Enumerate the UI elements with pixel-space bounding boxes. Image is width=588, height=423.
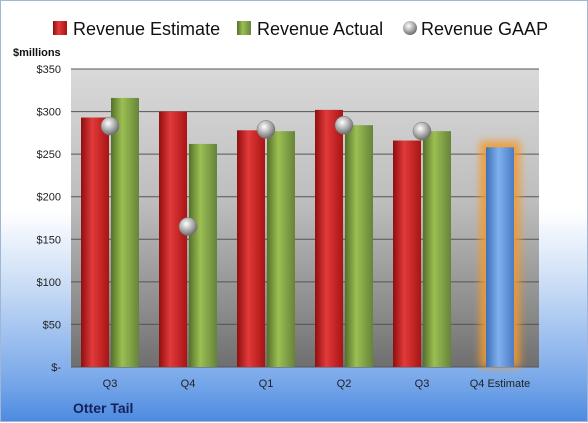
marker-revenue-gaap: [412, 121, 432, 141]
y-tick-label: $-: [51, 362, 61, 374]
marker-revenue-gaap: [178, 217, 198, 236]
bar-revenue-estimate: [159, 111, 187, 367]
bar-revenue-actual: [267, 131, 295, 367]
x-category-label: Q4: [181, 378, 196, 390]
bar-revenue-estimate: [393, 140, 421, 367]
bar-revenue-estimate: [81, 117, 109, 367]
company-name: Otter Tail: [73, 400, 133, 416]
y-tick-label: $150: [37, 234, 61, 246]
legend-label-actual: Revenue Actual: [257, 19, 383, 39]
x-category-label: Q1: [259, 378, 274, 390]
bar-revenue-estimate: [237, 130, 265, 367]
bar-revenue-actual: [111, 97, 139, 367]
y-tick-label: $250: [37, 149, 61, 161]
bar-q4-estimate: [486, 147, 514, 367]
x-category-label: Q2: [337, 378, 352, 390]
bar-revenue-actual: [345, 125, 373, 368]
y-tick-label: $300: [37, 107, 61, 119]
marker-revenue-gaap: [256, 120, 276, 139]
bars: [81, 97, 514, 368]
legend-label-gaap: Revenue GAAP: [421, 19, 548, 39]
x-category-label: Q4 Estimate: [470, 378, 531, 390]
y-tick-label: $200: [37, 192, 61, 204]
y-axis-unit-label: $millions: [13, 47, 61, 59]
gaap-markers: [100, 115, 432, 236]
x-category-label: Q3: [415, 378, 430, 390]
marker-revenue-gaap: [334, 115, 354, 135]
x-axis-categories: Q3 Q4 Q1 Q2 Q3 Q4 Estimate: [103, 378, 531, 390]
legend: Revenue Estimate Revenue Actual Revenue …: [53, 19, 548, 39]
x-category-label: Q3: [103, 378, 118, 390]
y-tick-label: $350: [37, 64, 61, 76]
bar-revenue-actual: [423, 131, 451, 367]
legend-swatch-estimate: [53, 21, 67, 35]
y-axis-ticks: $- $50 $100 $150 $200 $250 $300 $350: [37, 64, 62, 374]
bar-revenue-actual: [189, 143, 217, 367]
y-tick-label: $100: [37, 277, 61, 289]
marker-revenue-gaap: [100, 116, 120, 136]
legend-swatch-actual: [237, 21, 251, 35]
bar-revenue-estimate: [315, 109, 343, 368]
gridlines: [71, 68, 539, 368]
legend-label-estimate: Revenue Estimate: [73, 19, 220, 39]
plot-area: [71, 69, 539, 367]
y-tick-label: $50: [43, 319, 61, 331]
legend-swatch-gaap: [403, 21, 417, 35]
